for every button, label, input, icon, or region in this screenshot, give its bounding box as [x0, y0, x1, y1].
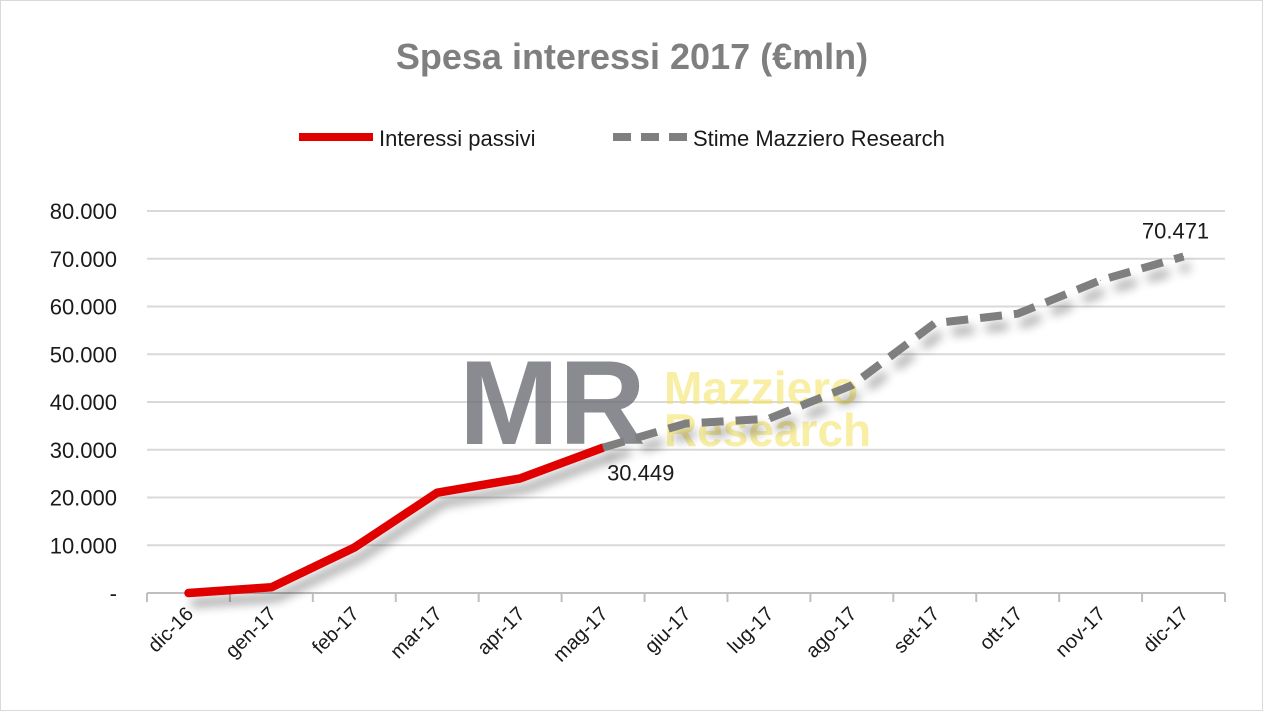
x-tick-label: ott-17 — [975, 603, 1027, 655]
x-axis-ticks: dic-16 gen-17 feb-17 mar-17 apr-17 mag-17 giu-… — [144, 603, 1193, 667]
watermark-line1: Mazziero — [664, 362, 858, 414]
x-tick-label: dic-17 — [1139, 603, 1193, 657]
x-tick-label: nov-17 — [1051, 603, 1110, 662]
chart-title: Spesa interessi 2017 (€mln) — [396, 36, 868, 77]
x-tick-label: lug-17 — [724, 603, 779, 658]
x-tick-label: mag-17 — [549, 603, 613, 667]
watermark-line2: Research — [664, 404, 871, 456]
y-tick-label: 70.000 — [50, 247, 117, 272]
gridlines — [147, 210, 1225, 547]
watermark-logo-letters: MR — [459, 336, 646, 470]
data-label: 30.449 — [607, 461, 674, 486]
data-label: 70.471 — [1142, 219, 1209, 244]
data-point — [187, 592, 189, 594]
x-tick-label: apr-17 — [473, 603, 529, 659]
legend-label-1: Stime Mazziero Research — [693, 126, 945, 151]
y-axis-ticks: - 10.000 20.000 30.000 40.000 50.000 60.000 70.… — [50, 199, 117, 606]
data-point — [353, 547, 355, 549]
legend-label-0: Interessi passivi — [379, 126, 536, 151]
data-point — [934, 322, 936, 324]
data-point — [1017, 313, 1019, 315]
x-tick-label: ago-17 — [802, 603, 862, 663]
x-tick-label: set-17 — [889, 603, 944, 658]
series-group — [184, 252, 1185, 598]
y-tick-label: 50.000 — [50, 342, 117, 367]
data-point — [1183, 256, 1185, 258]
data-labels: 30.449 70.471 — [607, 219, 1209, 486]
data-point — [270, 586, 272, 588]
x-tick-label: dic-16 — [144, 603, 198, 657]
data-point — [436, 492, 438, 494]
series-line-0 — [184, 443, 608, 598]
y-tick-label: - — [110, 581, 117, 606]
data-point — [602, 447, 604, 449]
y-tick-label: 20.000 — [50, 486, 117, 511]
x-tick-label: gen-17 — [221, 603, 281, 663]
legend: Interessi passivi Stime Mazziero Research — [299, 126, 945, 151]
data-point — [519, 477, 521, 479]
data-point — [685, 422, 687, 424]
data-point — [768, 418, 770, 420]
x-tick-label: mar-17 — [386, 603, 446, 663]
series-line-1 — [601, 252, 1185, 452]
data-point — [1100, 279, 1102, 281]
data-point — [851, 384, 853, 386]
y-tick-label: 80.000 — [50, 199, 117, 224]
x-tick-label: giu-17 — [641, 603, 696, 658]
y-tick-label: 10.000 — [50, 533, 117, 558]
y-tick-label: 30.000 — [50, 438, 117, 463]
x-tick-label: feb-17 — [308, 603, 364, 659]
y-tick-label: 60.000 — [50, 295, 117, 320]
x-axis — [146, 592, 1226, 602]
y-tick-label: 40.000 — [50, 390, 117, 415]
